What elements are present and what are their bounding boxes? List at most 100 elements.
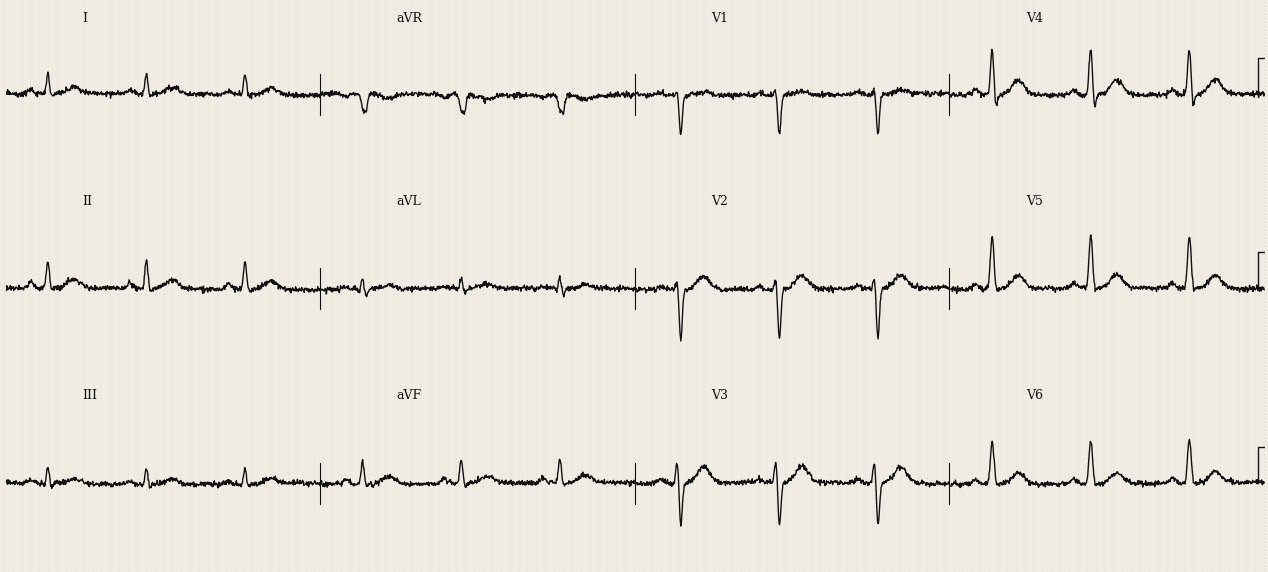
Point: [544, 57, 564, 66]
Point: [1059, 205, 1079, 214]
Point: [997, 490, 1017, 499]
Point: [420, 33, 440, 42]
Point: [801, 426, 822, 435]
Point: [952, 201, 973, 210]
Point: [792, 61, 813, 70]
Point: [1148, 293, 1168, 303]
Point: [810, 349, 831, 359]
Point: [1050, 353, 1070, 363]
Point: [970, 370, 990, 379]
Point: [340, 197, 360, 206]
Point: [65, 133, 85, 142]
Point: [1103, 349, 1123, 359]
Point: [739, 169, 760, 178]
Point: [429, 566, 449, 572]
Point: [207, 470, 227, 479]
Point: [872, 566, 893, 572]
Point: [1156, 345, 1177, 355]
Point: [384, 353, 404, 363]
Point: [1059, 317, 1079, 327]
Point: [1059, 442, 1079, 451]
Point: [775, 169, 795, 178]
Point: [500, 446, 520, 455]
Point: [1068, 277, 1088, 287]
Point: [544, 422, 564, 431]
Point: [1139, 317, 1159, 327]
Point: [1085, 349, 1106, 359]
Point: [1183, 81, 1203, 90]
Point: [74, 374, 94, 383]
Point: [926, 534, 946, 543]
Point: [1148, 550, 1168, 559]
Point: [721, 518, 742, 527]
Point: [171, 325, 191, 335]
Point: [1227, 498, 1248, 507]
Point: [1041, 69, 1061, 78]
Point: [429, 125, 449, 134]
Point: [988, 374, 1008, 383]
Point: [233, 394, 254, 403]
Point: [713, 249, 733, 259]
Point: [91, 21, 112, 30]
Point: [1130, 313, 1150, 323]
Point: [20, 542, 41, 551]
Point: [82, 261, 103, 271]
Point: [792, 205, 813, 214]
Point: [455, 530, 476, 539]
Point: [872, 490, 893, 499]
Point: [20, 69, 41, 78]
Point: [1156, 414, 1177, 423]
Point: [775, 394, 795, 403]
Point: [1023, 333, 1044, 343]
Point: [11, 450, 32, 459]
Point: [153, 157, 174, 166]
Point: [278, 13, 298, 22]
Point: [313, 402, 333, 411]
Point: [455, 418, 476, 427]
Point: [526, 394, 547, 403]
Point: [1201, 121, 1221, 130]
Point: [1014, 49, 1035, 58]
Point: [659, 534, 680, 543]
Point: [1059, 0, 1079, 6]
Point: [1245, 201, 1265, 210]
Point: [233, 518, 254, 527]
Point: [269, 237, 289, 247]
Point: [970, 217, 990, 227]
Point: [1148, 29, 1168, 38]
Point: [864, 466, 884, 475]
Point: [109, 442, 129, 451]
Point: [526, 245, 547, 255]
Point: [20, 550, 41, 559]
Point: [686, 173, 706, 182]
Point: [1165, 526, 1186, 535]
Point: [686, 253, 706, 263]
Point: [721, 474, 742, 483]
Point: [242, 542, 262, 551]
Point: [695, 97, 715, 106]
Point: [11, 370, 32, 379]
Point: [1227, 542, 1248, 551]
Point: [313, 85, 333, 94]
Point: [1192, 382, 1212, 391]
Point: [597, 97, 618, 106]
Point: [0, 321, 14, 331]
Point: [1192, 293, 1212, 303]
Point: [1254, 277, 1268, 287]
Point: [411, 61, 431, 70]
Point: [562, 225, 582, 235]
Point: [979, 349, 999, 359]
Point: [304, 229, 325, 239]
Point: [1219, 133, 1239, 142]
Point: [473, 109, 493, 118]
Point: [402, 221, 422, 231]
Point: [1006, 382, 1026, 391]
Point: [864, 329, 884, 339]
Point: [686, 434, 706, 443]
Point: [287, 129, 307, 138]
Point: [1156, 173, 1177, 182]
Point: [162, 514, 183, 523]
Point: [1068, 442, 1088, 451]
Point: [82, 173, 103, 182]
Point: [508, 458, 529, 467]
